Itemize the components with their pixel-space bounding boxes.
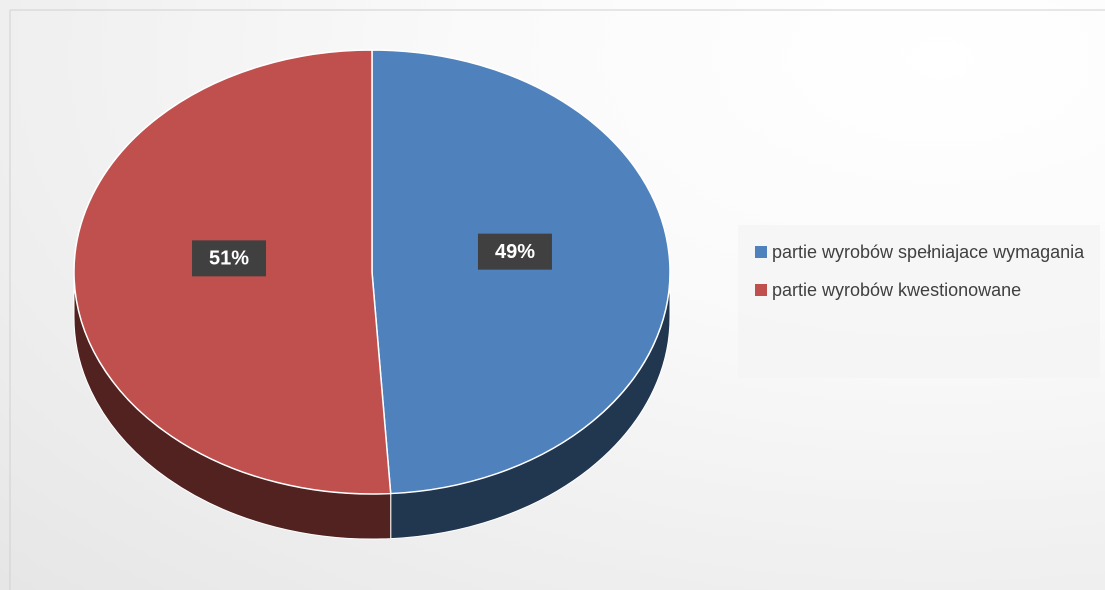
legend-swatch [755, 284, 767, 296]
legend-label: partie wyrobów kwestionowane [772, 280, 1022, 300]
data-label: 51% [209, 248, 249, 270]
data-label-box [477, 233, 552, 270]
legend: partie wyrobów spełniajace wymagania part… [738, 225, 1100, 378]
legend-swatch [755, 246, 767, 258]
slice [371, 49, 671, 495]
legend-label: partie wyrobów spełniajace wymagania [772, 242, 1085, 262]
data-label: 49% [495, 241, 535, 263]
data-label-box [192, 240, 267, 277]
legend-item: partie wyrobów spełniajace wymagania [755, 239, 1090, 265]
legend-item: partie wyrobów kwestionowane [755, 277, 1090, 303]
